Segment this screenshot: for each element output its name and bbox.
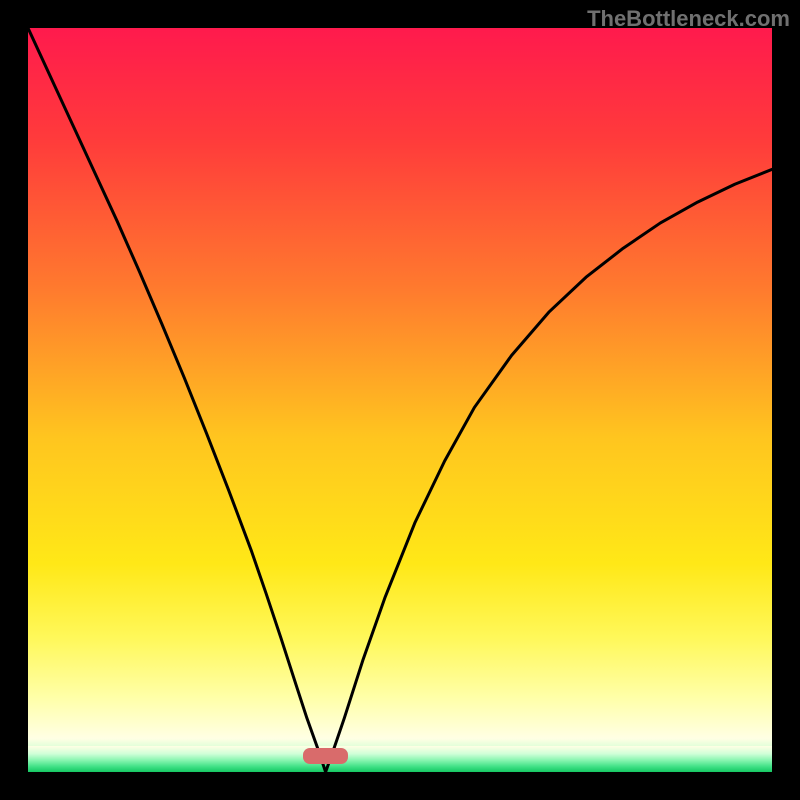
green-bottom-band	[28, 746, 772, 772]
bottom-marker	[303, 748, 348, 764]
canvas: TheBottleneck.com	[0, 0, 800, 800]
watermark-text: TheBottleneck.com	[587, 6, 790, 32]
plot-area	[28, 28, 772, 772]
gradient-background	[28, 28, 772, 772]
